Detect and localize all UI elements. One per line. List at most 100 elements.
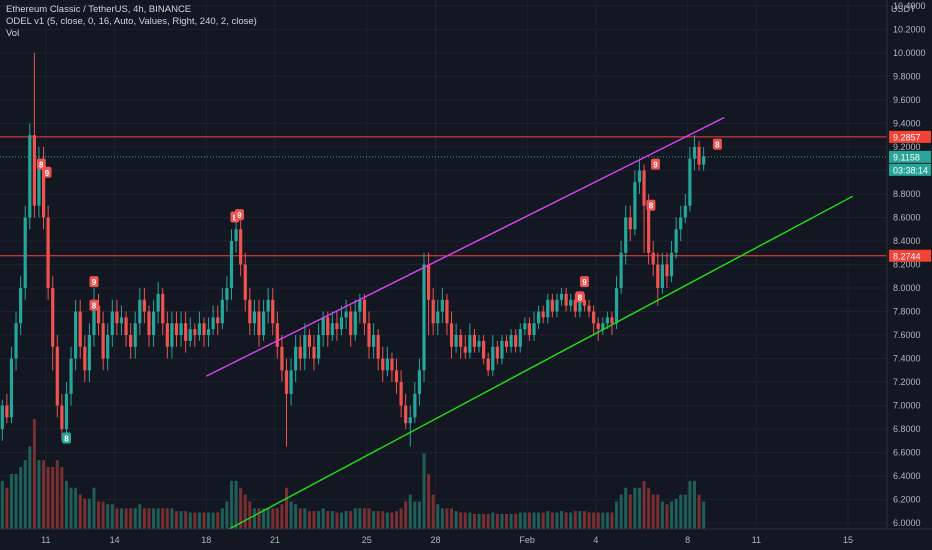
volume-bar [537, 512, 541, 529]
candle-body [225, 288, 229, 300]
volume-bar [115, 508, 119, 529]
candle-body [454, 335, 458, 347]
sequential-marker: 9 [651, 158, 661, 170]
chart-legend: Ethereum Classic / TetherUS, 4h, BINANCE… [6, 4, 257, 40]
candle-body [14, 323, 18, 359]
volume-bar [234, 480, 238, 529]
candle-body [541, 311, 545, 318]
candle-body [184, 323, 188, 341]
candle-body [275, 323, 279, 347]
candle-body [87, 335, 91, 371]
candle-body [202, 323, 206, 336]
volume-bar [0, 480, 4, 529]
volume-bar [647, 487, 651, 529]
candle-body [587, 305, 591, 312]
candle-body [601, 323, 605, 330]
candle-body [106, 335, 110, 359]
price-tick-label: 7.0000 [893, 401, 921, 411]
volume-bar [367, 508, 371, 529]
candle-body [243, 264, 247, 300]
candle-body [546, 299, 550, 318]
candle-body [381, 358, 385, 371]
marker-badge [651, 158, 661, 170]
volume-bar [385, 512, 389, 529]
volume-bar [569, 512, 573, 529]
candle-body [527, 323, 532, 336]
candle-body [633, 182, 637, 230]
candle-body [624, 217, 628, 253]
volume-bar [376, 511, 380, 529]
marker-label: 9 [92, 278, 97, 287]
candle-body [427, 264, 431, 300]
candle-body [550, 299, 554, 312]
time-tick-label: 8 [685, 535, 690, 545]
candle-body [138, 299, 142, 324]
candle-body [509, 335, 513, 347]
candle-body [211, 317, 215, 330]
candle-body [294, 346, 298, 371]
candle-body [385, 358, 389, 371]
candle-body [578, 299, 582, 312]
volume-bar [248, 501, 252, 529]
resistance-low-label-text: 8.2744 [893, 251, 921, 261]
volume-bar [688, 480, 692, 529]
sequential-marker: 9 [579, 276, 589, 288]
volume-bar [64, 480, 68, 529]
time-tick-label: Feb [519, 535, 535, 545]
volume-bar [505, 513, 509, 529]
price-tick-label: 8.2000 [893, 260, 921, 270]
sequential-marker: 9 [235, 209, 245, 221]
time-tick-label: 4 [593, 535, 598, 545]
legend-volume: Vol [6, 28, 20, 39]
volume-bar [486, 513, 490, 529]
volume-bar [362, 508, 366, 529]
volume-bar [193, 512, 197, 529]
price-tick-label: 8.4000 [893, 236, 921, 246]
volume-bar [459, 512, 463, 529]
volume-bar [495, 513, 499, 529]
sequential-marker: 8 [61, 432, 71, 444]
volume-bar [564, 512, 568, 529]
candle-body [161, 293, 165, 324]
candle-body [573, 299, 577, 312]
volume-bar [303, 508, 307, 529]
volume-bar [605, 512, 609, 529]
volume-bar [321, 508, 325, 529]
volume-bar [184, 511, 188, 529]
volume-bar [578, 511, 582, 529]
volume-bar [14, 474, 18, 529]
volume-bar [207, 512, 211, 529]
volume-bar [518, 512, 522, 529]
volume-bar [372, 511, 376, 529]
volume-bar [509, 513, 513, 529]
volume-bar [679, 494, 683, 529]
candle-body [537, 311, 541, 324]
volume-bar [596, 512, 600, 529]
price-tick-label: 9.6000 [893, 95, 921, 105]
candle-body [605, 317, 609, 324]
candle-body [147, 311, 151, 336]
candle-body [688, 158, 692, 206]
volume-bar [152, 508, 156, 529]
volume-bar [9, 474, 13, 529]
marker-label: 9 [653, 161, 658, 170]
candle-body [289, 370, 293, 394]
volume-bar [23, 460, 27, 529]
candle-body [5, 405, 9, 418]
volume-bar [161, 508, 165, 529]
volume-bar [587, 512, 591, 529]
candle-body [449, 323, 454, 347]
volume-bar [349, 511, 353, 529]
volume-bar [340, 512, 344, 529]
volume-bar [468, 512, 472, 529]
volume-bar [454, 511, 458, 529]
price-tick-label: 6.2000 [893, 495, 921, 505]
candle-body [9, 358, 14, 418]
sequential-marker: 9 [89, 276, 99, 288]
resistance-low-label: 8.2744 [889, 249, 931, 262]
candle-body [312, 346, 316, 359]
candle-body [614, 288, 619, 324]
candle-body [692, 146, 697, 159]
candle-body [559, 293, 564, 300]
